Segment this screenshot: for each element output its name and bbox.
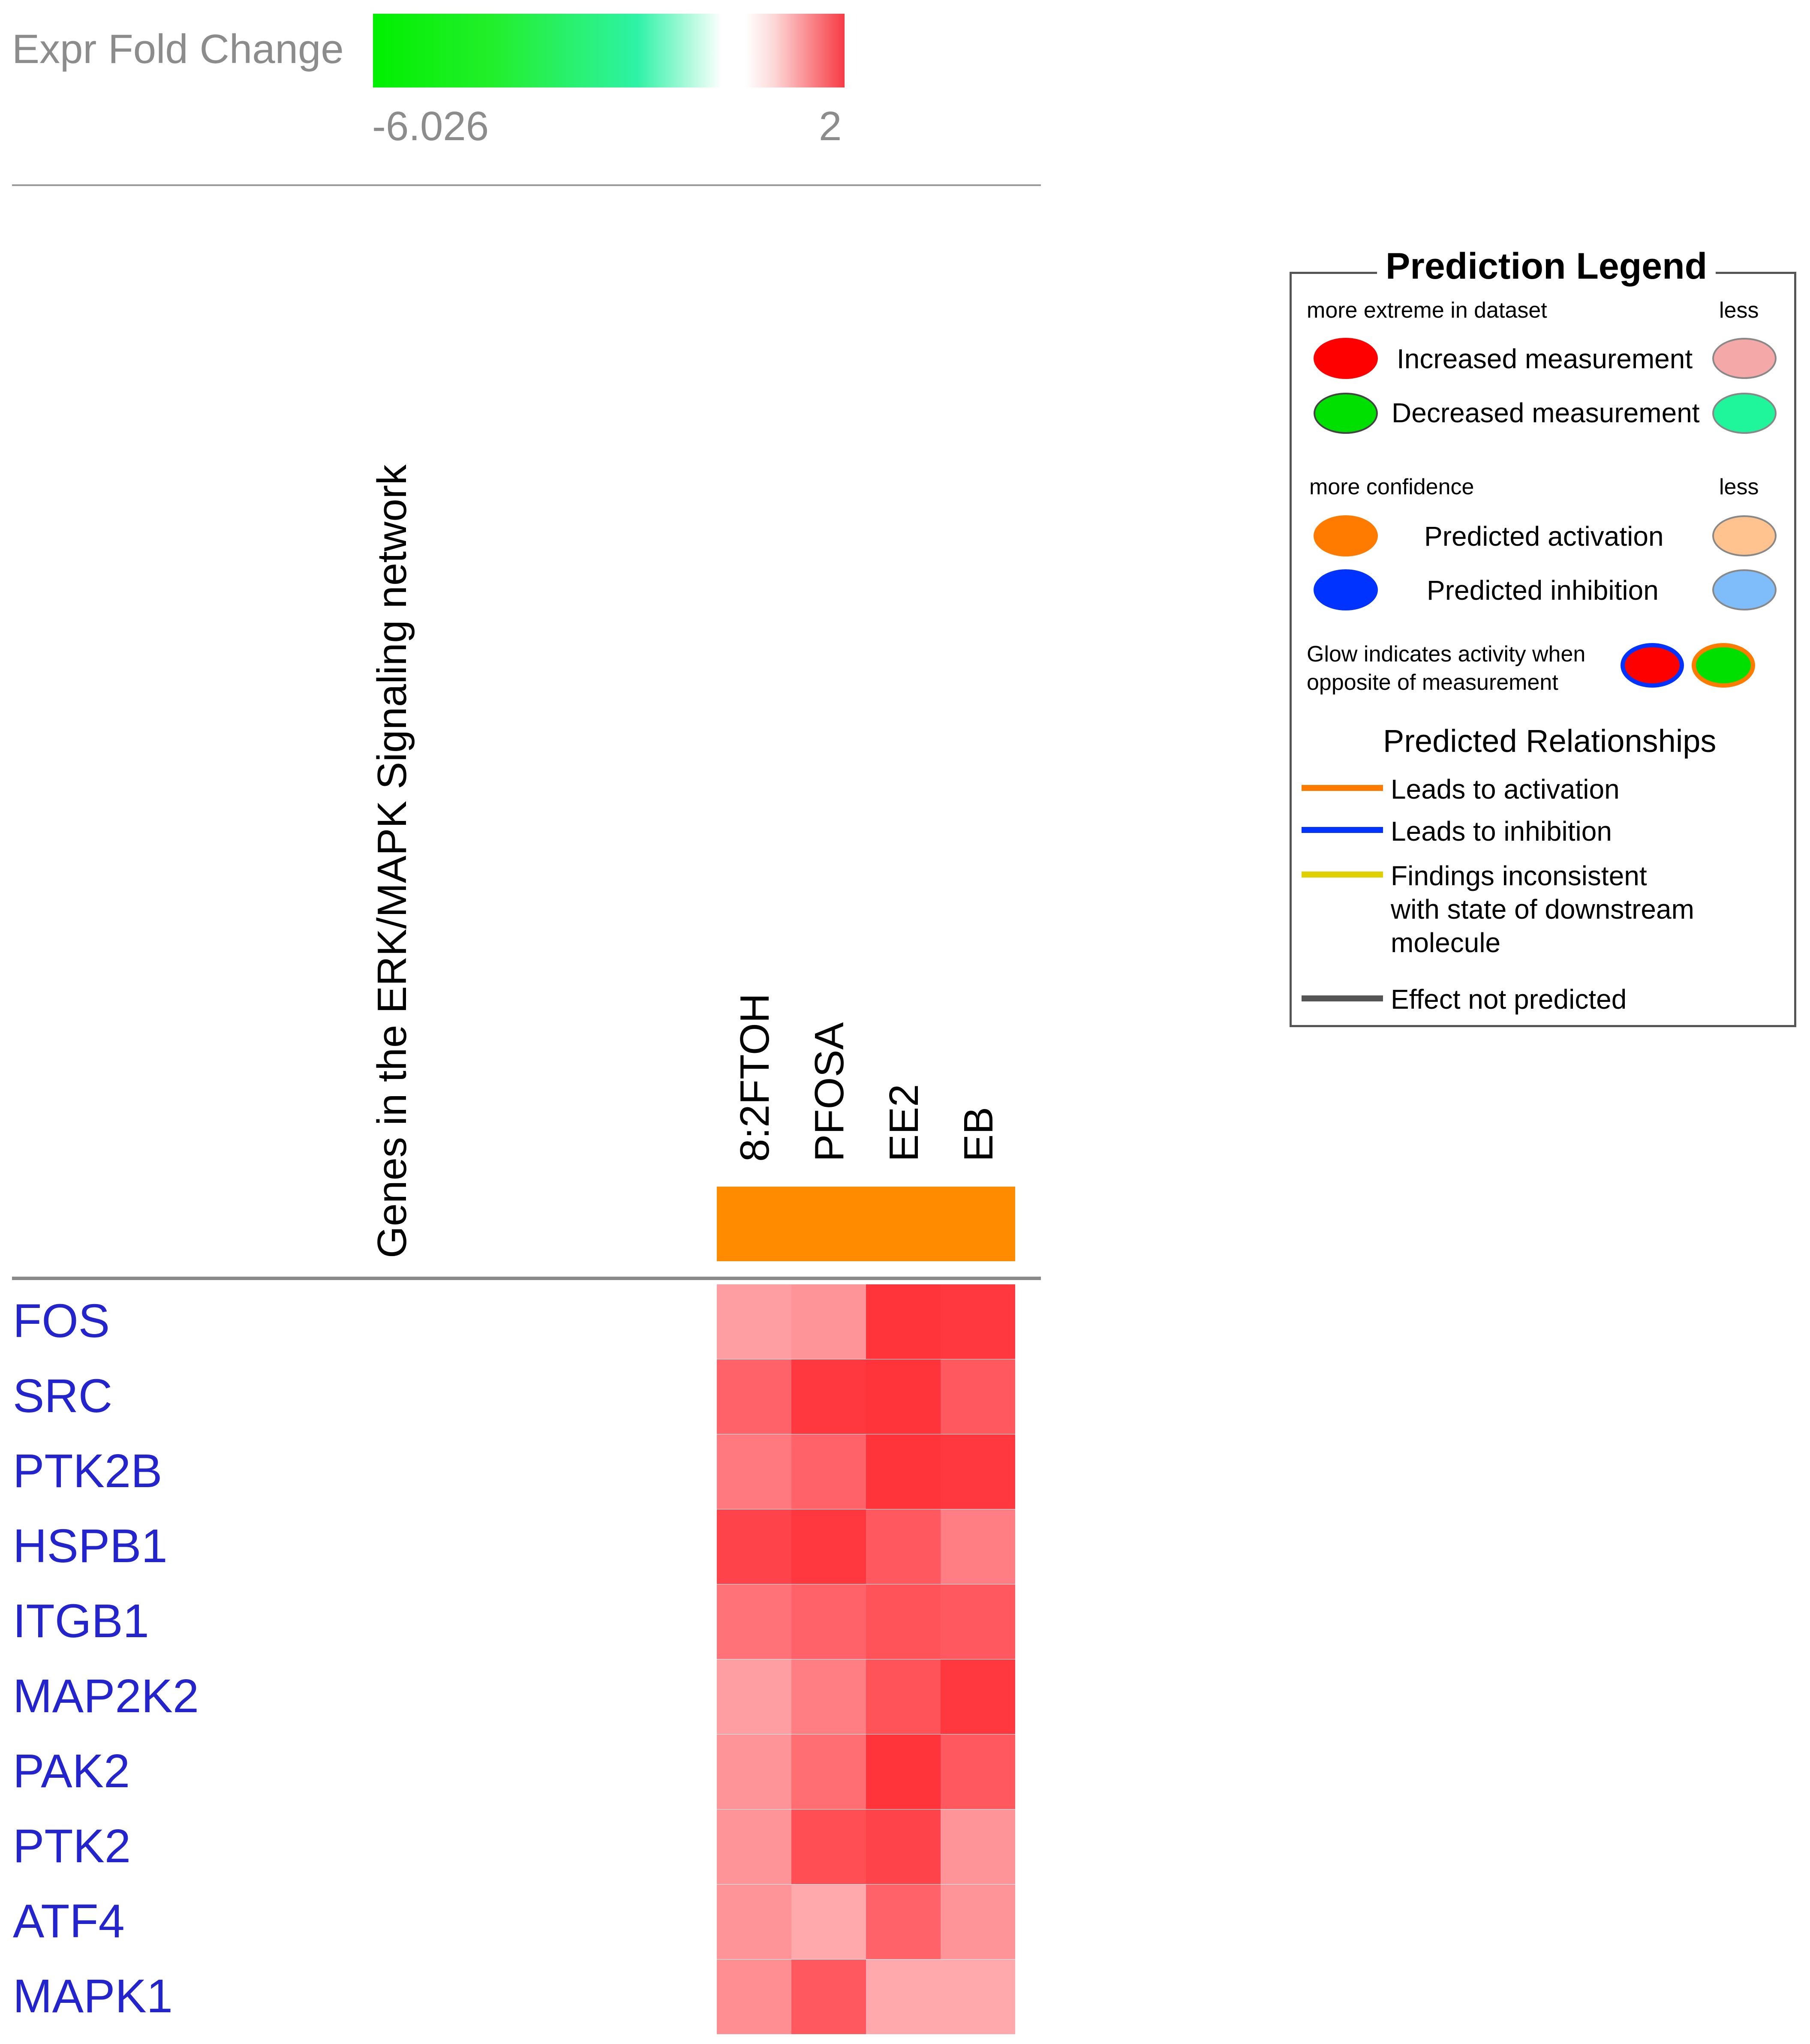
legend-title: Prediction Legend	[1377, 245, 1716, 288]
heatmap-cell[interactable]	[866, 1659, 941, 1734]
heatmap-cell[interactable]	[791, 1960, 866, 2034]
column-label: EE2	[881, 1084, 928, 1162]
heatmap-cell[interactable]	[717, 1659, 791, 1734]
column-label: 8:2FTOH	[731, 993, 779, 1162]
prediction-cell	[941, 1187, 1015, 1261]
heatmap-cell[interactable]	[941, 1284, 1015, 1359]
gene-label[interactable]: HSPB1	[13, 1519, 168, 1573]
heatmap-cell[interactable]	[791, 1284, 866, 1359]
scale-min-label: -6.026	[372, 103, 489, 150]
heatmap-cell[interactable]	[791, 1659, 866, 1734]
increased-strong-swatch	[1314, 338, 1378, 379]
heatmap-cell[interactable]	[717, 1284, 791, 1359]
legend-decreased: Decreased measurement	[1392, 397, 1700, 429]
legend-header-less: less	[1719, 298, 1759, 323]
legend-rel-inconsistent-3: molecule	[1391, 927, 1500, 959]
legend-rel-inconsistent-2: with state of downstream	[1391, 893, 1694, 925]
activation-strong-swatch	[1314, 515, 1378, 556]
legend-glow-1: Glow indicates activity when	[1307, 641, 1585, 667]
top-divider	[12, 184, 1041, 186]
activation-light-swatch	[1712, 515, 1777, 556]
heatmap-cell[interactable]	[717, 1584, 791, 1659]
heatmap-cell[interactable]	[717, 1960, 791, 2034]
heatmap-cell[interactable]	[717, 1434, 791, 1509]
gene-label[interactable]: FOS	[13, 1294, 110, 1348]
gene-label[interactable]: PAK2	[13, 1744, 130, 1798]
legend-rel-inconsistent-1: Findings inconsistent	[1391, 860, 1647, 892]
legend-header-extreme: more extreme in dataset	[1307, 298, 1547, 323]
legend-header-confidence: more confidence	[1309, 474, 1474, 500]
heatmap-cell[interactable]	[866, 1885, 941, 1959]
legend-activation: Predicted activation	[1424, 520, 1664, 552]
heatmap-cell[interactable]	[717, 1509, 791, 1584]
gene-label[interactable]: ATF4	[13, 1894, 125, 1948]
legend-relationships-title: Predicted Relationships	[1383, 723, 1716, 759]
glow-inhibition-swatch	[1625, 647, 1680, 683]
inhibition-strong-swatch	[1314, 569, 1378, 610]
heatmap-cell[interactable]	[717, 1359, 791, 1434]
prediction-cell	[791, 1187, 866, 1261]
heatmap-cell[interactable]	[866, 1284, 941, 1359]
glow-activation-swatch	[1696, 647, 1751, 683]
column-label: PFOSA	[806, 1022, 853, 1162]
heatmap-cell[interactable]	[941, 1434, 1015, 1509]
heatmap-cell[interactable]	[791, 1734, 866, 1809]
legend-rel-not-predicted: Effect not predicted	[1391, 983, 1627, 1015]
heatmap-cell[interactable]	[791, 1359, 866, 1434]
heatmap-cell[interactable]	[941, 1885, 1015, 1959]
column-label: EB	[955, 1107, 1002, 1162]
prediction-cell	[717, 1187, 791, 1261]
heatmap-cell[interactable]	[791, 1810, 866, 1884]
heatmap-cell[interactable]	[791, 1509, 866, 1584]
grid-divider	[12, 1277, 1041, 1280]
color-scale-bar	[373, 14, 845, 87]
heatmap-cell[interactable]	[866, 1960, 941, 2034]
gene-label[interactable]: ITGB1	[13, 1594, 149, 1648]
legend-rel-inhibition: Leads to inhibition	[1391, 815, 1612, 847]
heatmap-cell[interactable]	[791, 1434, 866, 1509]
heatmap-cell[interactable]	[717, 1734, 791, 1809]
decreased-light-swatch	[1712, 393, 1777, 434]
legend-inhibition: Predicted inhibition	[1427, 574, 1659, 606]
inconsistent-line-swatch	[1302, 872, 1383, 878]
increased-light-swatch	[1712, 338, 1777, 379]
heatmap-cell[interactable]	[866, 1584, 941, 1659]
activation-line-swatch	[1302, 785, 1383, 791]
gene-label[interactable]: MAP2K2	[13, 1669, 199, 1723]
heatmap-cell[interactable]	[941, 1359, 1015, 1434]
heatmap-cell[interactable]	[941, 1584, 1015, 1659]
heatmap-cell[interactable]	[717, 1885, 791, 1959]
gene-label[interactable]: MAPK1	[13, 1969, 173, 2023]
heatmap-cell[interactable]	[941, 1659, 1015, 1734]
heatmap-cell[interactable]	[866, 1810, 941, 1884]
chart-title: Genes in the ERK/MAPK Signaling network	[369, 464, 416, 1258]
heatmap-cell[interactable]	[717, 1810, 791, 1884]
heatmap-cell[interactable]	[941, 1509, 1015, 1584]
heatmap-cell[interactable]	[866, 1359, 941, 1434]
legend-header-less-2: less	[1719, 474, 1759, 500]
gene-label[interactable]: PTK2	[13, 1819, 131, 1873]
heatmap-cell[interactable]	[791, 1885, 866, 1959]
inhibition-light-swatch	[1712, 569, 1777, 610]
decreased-strong-swatch	[1314, 393, 1378, 434]
gene-label[interactable]: SRC	[13, 1369, 112, 1423]
heatmap-cell[interactable]	[941, 1810, 1015, 1884]
heatmap-cell[interactable]	[866, 1434, 941, 1509]
not-predicted-line-swatch	[1302, 995, 1383, 1001]
heatmap-cell[interactable]	[941, 1734, 1015, 1809]
heatmap-cell[interactable]	[866, 1509, 941, 1584]
heatmap-cell[interactable]	[941, 1960, 1015, 2034]
legend-rel-activation: Leads to activation	[1391, 773, 1620, 805]
scale-title: Expr Fold Change	[12, 26, 344, 73]
gene-label[interactable]: PTK2B	[13, 1444, 162, 1498]
inhibition-line-swatch	[1302, 827, 1383, 833]
legend-increased: Increased measurement	[1397, 343, 1693, 375]
heatmap-cell[interactable]	[791, 1584, 866, 1659]
scale-max-label: 2	[819, 103, 842, 150]
legend-glow-2: opposite of measurement	[1307, 670, 1558, 695]
heatmap-cell[interactable]	[866, 1734, 941, 1809]
prediction-cell	[866, 1187, 941, 1261]
